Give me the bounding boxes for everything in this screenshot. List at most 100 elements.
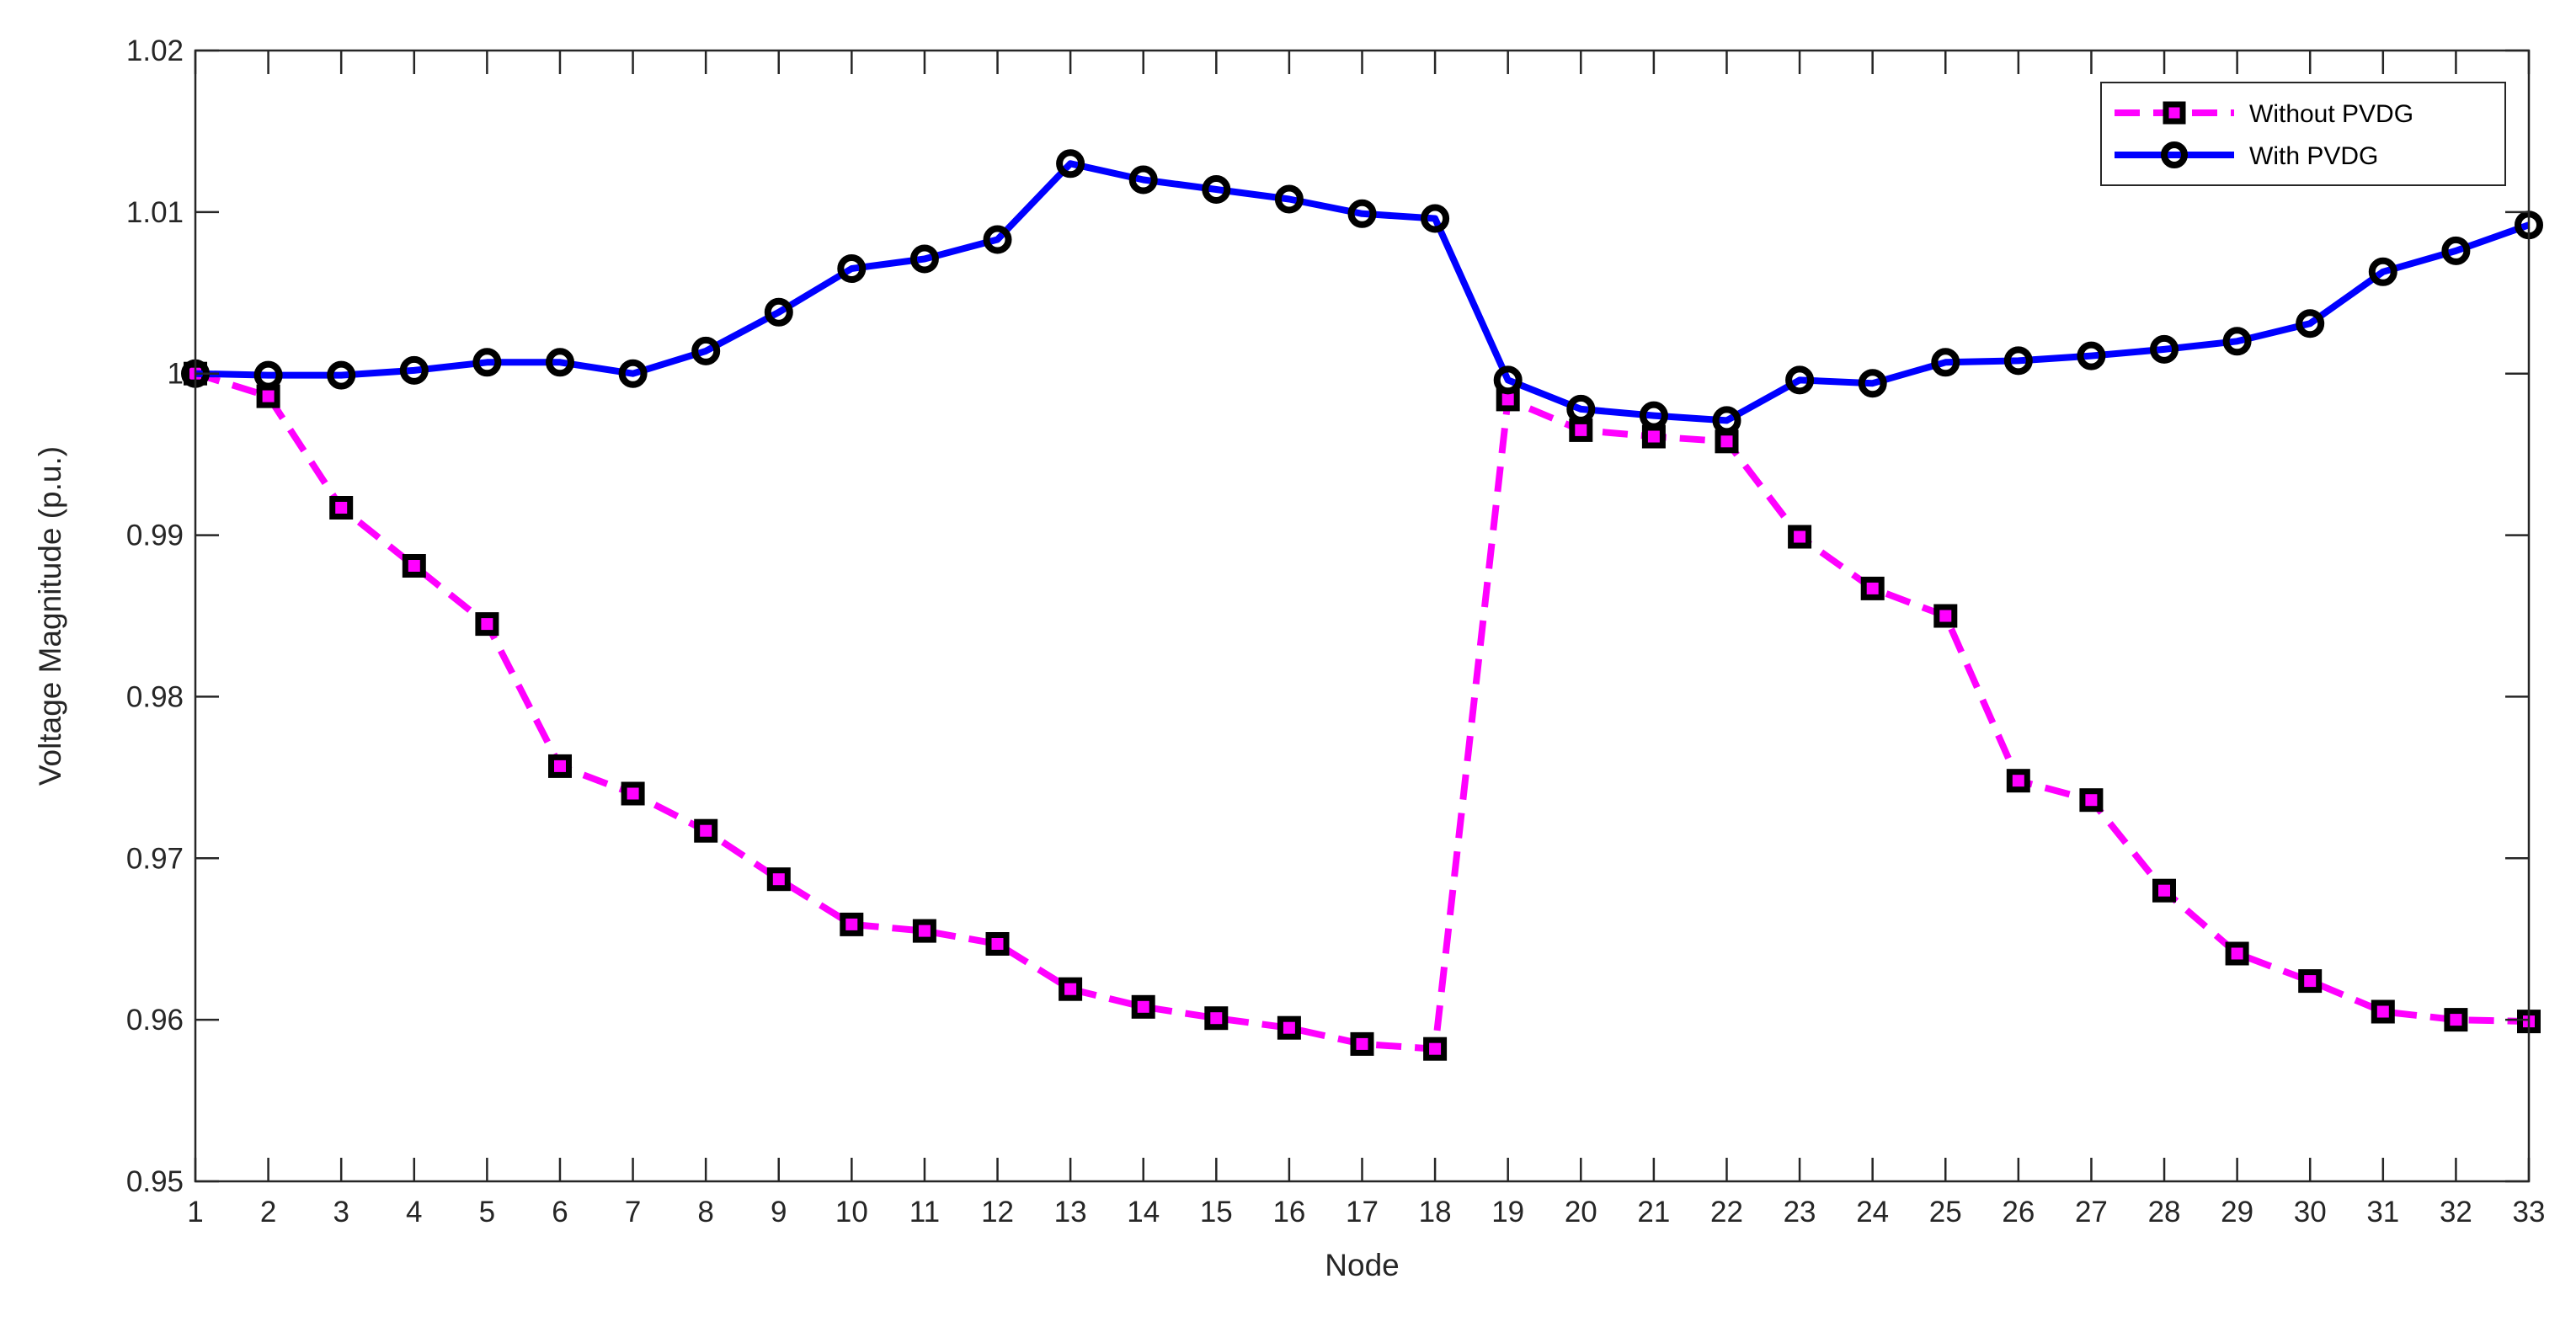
- x-tick-label: 25: [1929, 1196, 1962, 1228]
- data-point-without-pvdg: [2152, 878, 2176, 903]
- data-point-without-pvdg: [1059, 977, 1083, 1001]
- data-point-with-pvdg: [1566, 394, 1596, 424]
- data-point-without-pvdg: [766, 867, 791, 892]
- x-tick-label: 6: [552, 1196, 568, 1228]
- data-point-without-pvdg: [1860, 576, 1885, 600]
- y-tick-label: 0.95: [126, 1165, 184, 1198]
- legend-marker-circle: [2161, 141, 2188, 168]
- x-tick-label: 14: [1127, 1196, 1160, 1228]
- x-tick-label: 22: [1710, 1196, 1743, 1228]
- series-with-pvdg: [181, 149, 2543, 435]
- data-point-with-pvdg: [1274, 184, 1304, 214]
- data-point-without-pvdg: [985, 932, 1010, 956]
- data-point-without-pvdg: [621, 781, 645, 806]
- legend: Without PVDG With PVDG: [2100, 82, 2506, 186]
- x-tick-label: 30: [2294, 1196, 2327, 1228]
- data-point-with-pvdg: [2003, 346, 2033, 376]
- x-tick-label: 23: [1784, 1196, 1816, 1228]
- x-tick-label: 15: [1200, 1196, 1233, 1228]
- data-point-with-pvdg: [1128, 165, 1158, 195]
- data-point-with-pvdg: [837, 254, 867, 283]
- data-point-with-pvdg: [253, 360, 283, 390]
- data-point-without-pvdg: [1350, 1031, 1374, 1056]
- x-tick-label: 3: [333, 1196, 349, 1228]
- data-point-without-pvdg: [1423, 1037, 1448, 1061]
- x-tick-label: 2: [260, 1196, 276, 1228]
- x-tick-label: 1: [187, 1196, 203, 1228]
- x-tick-label: 16: [1272, 1196, 1305, 1228]
- x-tick-label: 7: [625, 1196, 641, 1228]
- data-point-with-pvdg: [399, 355, 429, 385]
- data-point-with-pvdg: [1858, 369, 1887, 398]
- data-point-with-pvdg: [327, 360, 356, 390]
- x-tick-label: 24: [1856, 1196, 1889, 1228]
- legend-label-without-pvdg: Without PVDG: [2249, 100, 2413, 128]
- data-point-with-pvdg: [983, 225, 1012, 254]
- data-point-with-pvdg: [1785, 365, 1815, 395]
- x-tick-label: 27: [2075, 1196, 2108, 1228]
- data-point-with-pvdg: [2077, 341, 2106, 370]
- x-tick-label: 4: [406, 1196, 422, 1228]
- x-tick-label: 9: [771, 1196, 787, 1228]
- x-tick-label: 18: [1419, 1196, 1452, 1228]
- data-point-without-pvdg: [1569, 418, 1593, 442]
- data-point-without-pvdg: [1131, 994, 1155, 1019]
- data-point-without-pvdg: [1641, 424, 1666, 449]
- data-point-with-pvdg: [472, 348, 502, 377]
- data-point-without-pvdg: [1277, 1015, 1301, 1040]
- x-tick-label: 26: [2002, 1196, 2035, 1228]
- data-point-with-pvdg: [1639, 401, 1668, 430]
- data-point-without-pvdg: [256, 384, 280, 408]
- x-tick-label: 17: [1346, 1196, 1379, 1228]
- x-tick-label: 28: [2148, 1196, 2181, 1228]
- plot-area: [195, 51, 2529, 1181]
- data-point-with-pvdg: [691, 336, 721, 365]
- x-tick-label: 5: [479, 1196, 495, 1228]
- data-point-with-pvdg: [1931, 348, 1960, 377]
- x-tick-label: 12: [981, 1196, 1014, 1228]
- ticks-layer: 1 2 3 4 5 6 7 8 9 10 11 12 13 14 15 16 17 18 19 20 21 22 23 24 2…: [126, 35, 2546, 1228]
- data-point-without-pvdg: [402, 554, 426, 578]
- y-tick-label: 1.02: [126, 35, 184, 67]
- data-point-with-pvdg: [2296, 309, 2325, 338]
- data-point-with-pvdg: [1347, 199, 1377, 228]
- data-point-with-pvdg: [546, 348, 574, 377]
- x-tick-label: 32: [2440, 1196, 2472, 1228]
- data-point-without-pvdg: [1933, 604, 1958, 628]
- data-point-with-pvdg: [2150, 334, 2179, 364]
- series-without-pvdg: [184, 361, 2541, 1061]
- data-point-without-pvdg: [2298, 969, 2323, 994]
- data-point-with-pvdg: [2222, 327, 2252, 356]
- legend-marker-square: [2163, 101, 2186, 125]
- y-tick-label: 0.98: [126, 680, 184, 713]
- x-tick-label: 13: [1054, 1196, 1087, 1228]
- data-point-without-pvdg: [840, 912, 864, 936]
- data-point-without-pvdg: [694, 818, 718, 843]
- data-point-with-pvdg: [1712, 406, 1741, 435]
- y-tick-label: 0.97: [126, 842, 184, 875]
- data-point-without-pvdg: [2225, 941, 2249, 966]
- x-tick-label: 8: [697, 1196, 713, 1228]
- data-point-without-pvdg: [475, 612, 499, 637]
- data-point-with-pvdg: [1421, 204, 1450, 233]
- data-point-without-pvdg: [548, 754, 572, 778]
- x-tick-label: 29: [2221, 1196, 2253, 1228]
- data-point-without-pvdg: [2079, 788, 2104, 813]
- data-point-with-pvdg: [1202, 175, 1231, 204]
- x-tick-label: 21: [1637, 1196, 1670, 1228]
- data-point-without-pvdg: [912, 919, 936, 943]
- data-point-with-pvdg: [764, 297, 793, 327]
- x-tick-label: 31: [2366, 1196, 2399, 1228]
- x-axis-title: Node: [1325, 1248, 1399, 1282]
- data-point-without-pvdg: [1204, 1006, 1229, 1031]
- data-point-without-pvdg: [329, 496, 354, 520]
- data-point-with-pvdg: [909, 244, 939, 274]
- legend-label-with-pvdg: With PVDG: [2249, 142, 2378, 170]
- data-point-with-pvdg: [618, 359, 648, 388]
- series-line-with-pvdg: [195, 160, 2531, 424]
- y-tick-label: 0.96: [126, 1004, 184, 1037]
- data-point-with-pvdg: [1493, 365, 1523, 395]
- data-point-without-pvdg: [2371, 999, 2395, 1024]
- y-tick-label: 1: [168, 358, 184, 391]
- series-layer: [181, 149, 2543, 1061]
